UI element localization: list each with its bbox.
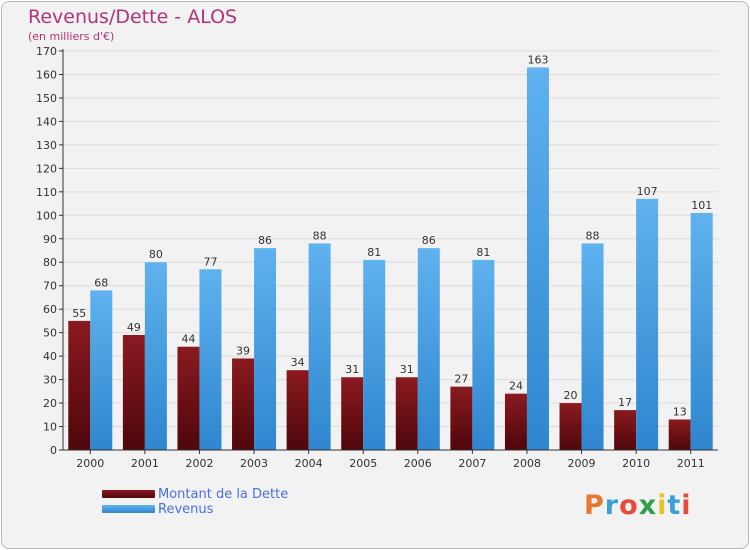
bar-revenus — [472, 259, 495, 450]
y-tick-label: 170 — [36, 45, 57, 58]
bar-revenus — [90, 290, 113, 450]
bar-dette — [559, 403, 582, 450]
data-label-dette: 17 — [618, 396, 632, 409]
y-tick-label: 150 — [36, 92, 57, 105]
y-tick-label: 20 — [43, 397, 57, 410]
y-tick-label: 130 — [36, 139, 57, 152]
y-tick-label: 70 — [43, 280, 57, 293]
bar-dette — [232, 358, 255, 450]
data-label-revenus: 81 — [367, 246, 381, 259]
brand-letter: i — [657, 490, 668, 521]
x-tick-label: 2000 — [76, 457, 104, 470]
x-tick-label: 2008 — [513, 457, 541, 470]
bar-dette — [450, 386, 473, 450]
data-label-revenus: 107 — [637, 185, 658, 198]
y-tick-label: 120 — [36, 162, 57, 175]
y-tick-label: 30 — [43, 374, 57, 387]
bar-dette — [395, 377, 418, 450]
y-tick-label: 60 — [43, 303, 57, 316]
bar-dette — [614, 410, 637, 450]
x-tick-label: 2001 — [131, 457, 159, 470]
data-label-dette: 55 — [72, 307, 86, 320]
bar-dette — [668, 419, 691, 450]
proxiti-logo: Proxiti — [584, 490, 692, 521]
data-label-dette: 24 — [509, 380, 523, 393]
data-label-revenus: 101 — [691, 199, 712, 212]
bar-revenus — [199, 269, 222, 450]
brand-letter: r — [604, 490, 620, 521]
data-label-revenus: 88 — [313, 229, 327, 242]
y-tick-label: 140 — [36, 115, 57, 128]
y-tick-label: 40 — [43, 350, 57, 363]
data-label-revenus: 88 — [586, 229, 600, 242]
x-tick-label: 2007 — [458, 457, 486, 470]
bar-layer — [68, 67, 713, 450]
bar-revenus — [690, 212, 713, 450]
grid-layer — [63, 50, 718, 451]
brand-letter: i — [681, 490, 692, 521]
data-label-revenus: 163 — [527, 53, 548, 66]
legend-label-revenus: Revenus — [158, 502, 214, 517]
x-tick-label: 2003 — [240, 457, 268, 470]
brand-letter: P — [584, 490, 605, 521]
label-layer: 55 68 49 80 44 77 39 86 34 88 31 81 31 86 27 81 24 163 20 8… — [72, 53, 712, 418]
bar-revenus — [417, 248, 440, 450]
y-tick-label: 80 — [43, 256, 57, 269]
brand-letter: x — [638, 490, 658, 521]
bar-revenus — [308, 243, 331, 450]
axis-layer: 0 10 20 30 40 50 60 70 80 90 100 110 120 130 140 150 160… — [36, 45, 718, 470]
data-label-revenus: 68 — [94, 276, 108, 289]
y-tick-label: 10 — [43, 421, 57, 434]
data-label-dette: 20 — [564, 389, 578, 402]
bar-dette — [286, 370, 309, 450]
data-label-dette: 44 — [181, 333, 195, 346]
bar-dette — [122, 334, 145, 450]
x-tick-label: 2006 — [404, 457, 432, 470]
bar-revenus — [363, 259, 386, 450]
x-tick-label: 2002 — [185, 457, 213, 470]
data-label-dette: 13 — [673, 405, 687, 418]
data-label-revenus: 86 — [422, 234, 436, 247]
y-tick-label: 110 — [36, 186, 57, 199]
data-label-revenus: 80 — [149, 248, 163, 261]
y-tick-label: 50 — [43, 327, 57, 340]
bar-revenus — [581, 243, 604, 450]
data-label-dette: 31 — [345, 363, 359, 376]
x-tick-label: 2005 — [349, 457, 377, 470]
bar-dette — [68, 320, 91, 450]
legend-swatch-revenus — [102, 505, 155, 513]
bar-revenus — [636, 198, 659, 450]
y-tick-label: 90 — [43, 233, 57, 246]
data-label-dette: 39 — [236, 344, 250, 357]
brand-letter: t — [667, 490, 682, 521]
x-tick-label: 2009 — [568, 457, 596, 470]
y-tick-label: 100 — [36, 209, 57, 222]
data-label-dette: 49 — [127, 321, 141, 334]
chart-title: Revenus/Dette - ALOS — [28, 6, 238, 28]
data-label-revenus: 77 — [203, 255, 217, 268]
y-tick-label: 0 — [50, 444, 57, 457]
x-tick-label: 2010 — [622, 457, 650, 470]
bar-revenus — [254, 248, 277, 450]
x-tick-label: 2011 — [677, 457, 705, 470]
brand-letter: o — [619, 490, 639, 521]
data-label-revenus: 86 — [258, 234, 272, 247]
data-label-dette: 34 — [291, 356, 305, 369]
legend-swatch-dette — [102, 490, 155, 498]
bar-dette — [177, 346, 200, 450]
data-label-dette: 31 — [400, 363, 414, 376]
bar-dette — [504, 393, 527, 450]
bar-revenus — [144, 262, 167, 450]
chart-subtitle: (en milliers d'€) — [28, 30, 115, 43]
bar-revenus — [526, 67, 549, 450]
legend-label-dette: Montant de la Dette — [158, 487, 289, 502]
bar-dette — [341, 377, 364, 450]
data-label-revenus: 81 — [476, 246, 490, 259]
y-tick-label: 160 — [36, 68, 57, 81]
x-tick-label: 2004 — [295, 457, 323, 470]
data-label-dette: 27 — [454, 373, 468, 386]
